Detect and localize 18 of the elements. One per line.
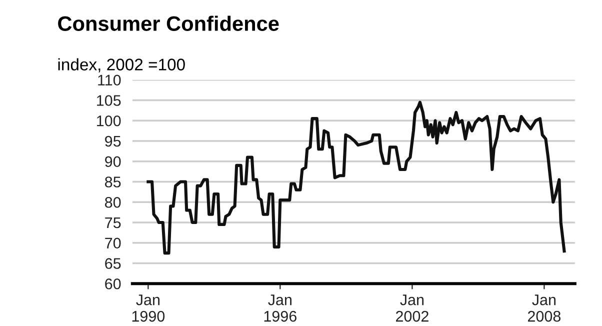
y-tick-label: 90 <box>105 156 121 168</box>
x-tick-label: Jan 2008 <box>528 294 561 322</box>
y-tick-label: 60 <box>105 278 121 290</box>
y-tick-label: 110 <box>98 74 121 86</box>
y-tick-label: 105 <box>97 95 121 106</box>
line-series <box>146 100 566 255</box>
chart-title: Consumer Confidence <box>58 16 279 31</box>
x-tick-label: Jan 1990 <box>132 294 165 322</box>
x-tick-label: Jan 2002 <box>396 294 428 322</box>
y-tick-label: 85 <box>105 176 121 188</box>
y-axis-title: index, 2002 =100 <box>58 58 185 72</box>
y-tick-label: 70 <box>105 238 121 249</box>
x-tick-label: Jan 1996 <box>264 294 296 322</box>
y-tick-label: 65 <box>105 258 121 269</box>
y-tick-label: 80 <box>105 196 121 208</box>
y-tick-label: 75 <box>105 218 121 228</box>
y-tick-label: 100 <box>97 115 121 126</box>
y-tick-label: 95 <box>105 136 121 147</box>
